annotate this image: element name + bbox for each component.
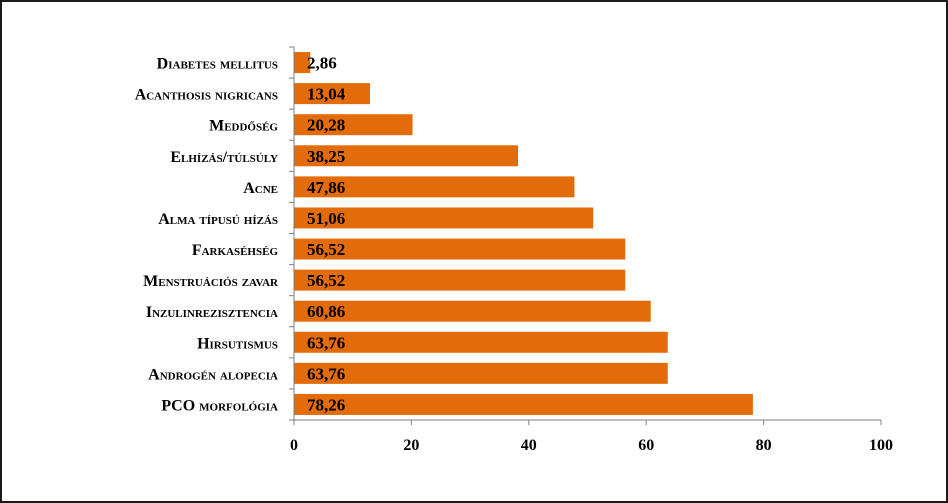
bar: [293, 299, 652, 323]
category-label: Diabetes mellitus: [157, 56, 278, 73]
category-label: Androgén alopecia: [148, 366, 278, 383]
value-label: 13,04: [307, 85, 346, 104]
value-label: 20,28: [307, 116, 345, 135]
category-label: Menstruációs zavar: [143, 273, 279, 290]
bar: [293, 330, 669, 354]
category-label: Hirsutismus: [197, 335, 278, 352]
value-label: 47,86: [307, 178, 345, 197]
category-labels: Diabetes mellitus Acanthosis nigricans Med…: [135, 56, 279, 415]
category-label: PCO morfológia: [161, 397, 278, 414]
x-tick-label: 60: [638, 437, 654, 454]
value-label: 56,52: [307, 271, 345, 290]
category-label: Acanthosis nigricans: [135, 87, 278, 104]
x-tick-label: 20: [403, 437, 419, 454]
value-label: 78,26: [307, 395, 345, 414]
axis-layer: 0 20 40 60 80 100: [289, 46, 893, 454]
value-label: 63,76: [307, 364, 345, 383]
value-label: 56,52: [307, 240, 345, 259]
bars-layer: [293, 51, 754, 416]
category-label: Farkaséhség: [192, 242, 279, 259]
value-label: 38,25: [307, 147, 345, 166]
value-label: 2,86: [307, 54, 337, 73]
category-label: Alma típusú hízás: [158, 211, 278, 228]
category-label: Acne: [243, 180, 278, 197]
value-labels: 2,86 13,04 20,28 38,25 47,86 51,06 56,52 56,52 6…: [307, 54, 346, 415]
x-tick-label: 0: [290, 437, 298, 454]
x-tick-label: 100: [869, 437, 893, 454]
category-label: Inzulinrezisztencia: [146, 304, 278, 321]
x-tick-label: 80: [756, 437, 772, 454]
value-label: 51,06: [307, 209, 345, 228]
value-label: 63,76: [307, 333, 345, 352]
bar: [293, 361, 669, 385]
x-tick-label: 40: [521, 437, 537, 454]
category-label: Elhízás/túlsúly: [170, 149, 278, 166]
bar: [293, 392, 754, 416]
category-label: Meddőség: [209, 118, 278, 135]
value-label: 60,86: [307, 302, 345, 321]
